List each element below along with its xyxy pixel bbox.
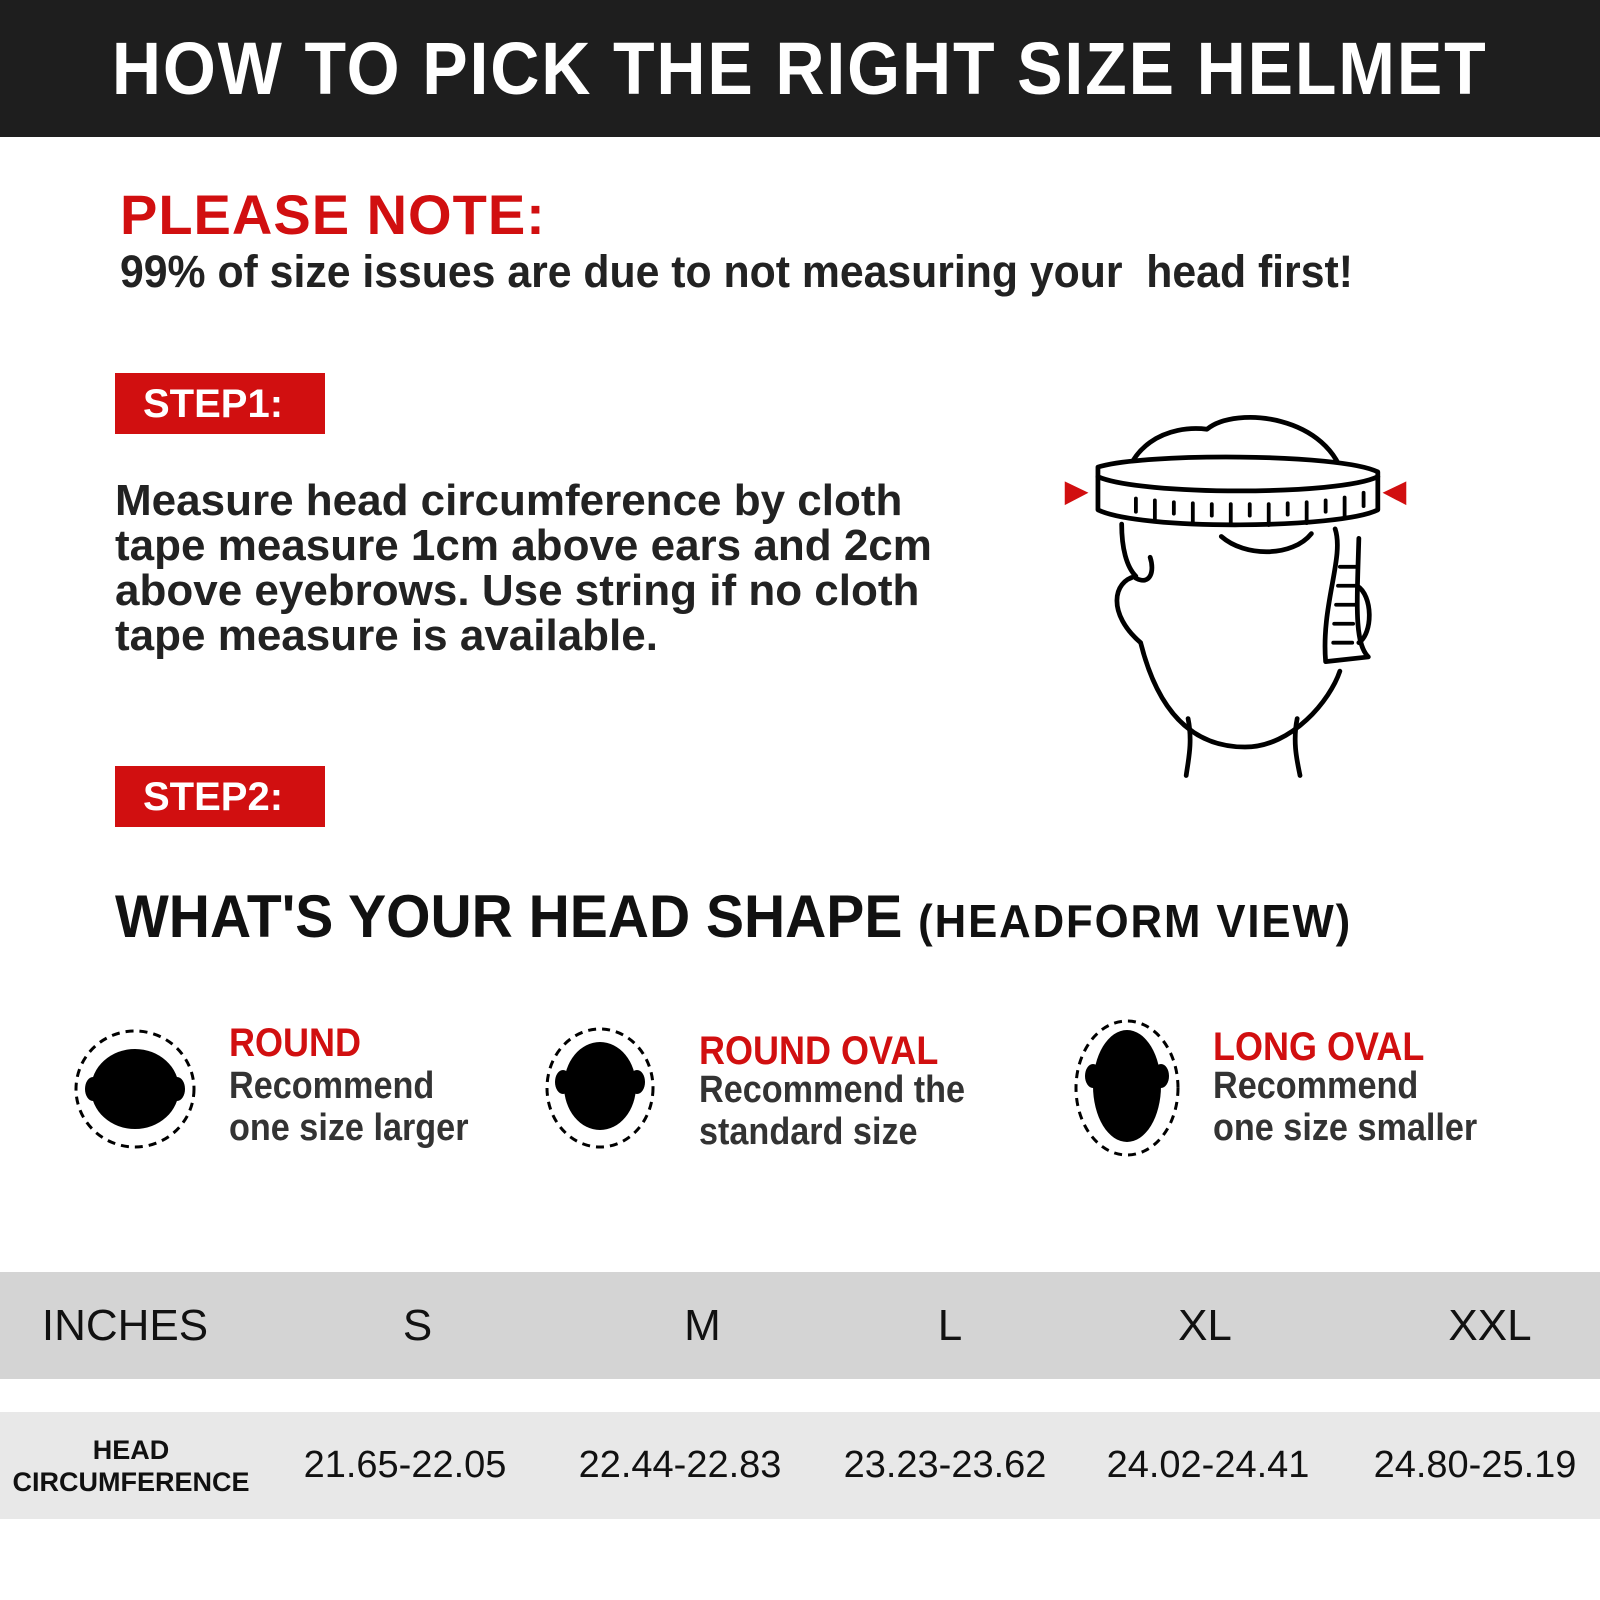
row-label-line: HEAD bbox=[92, 1434, 170, 1465]
shape-recommendation: Recommend the standard size bbox=[699, 1069, 965, 1153]
shape-name: LONG OVAL bbox=[1213, 1025, 1425, 1069]
step1-badge: STEP1: bbox=[115, 373, 325, 434]
recommendation-line: one size larger bbox=[229, 1107, 469, 1149]
size-table-row: HEAD CIRCUMFERENCE 21.65-22.05 22.44-22.8… bbox=[0, 1412, 1600, 1519]
recommendation-line: one size smaller bbox=[1213, 1107, 1478, 1149]
size-value: 24.80-25.19 bbox=[1373, 1444, 1577, 1486]
recommendation-line: Recommend bbox=[1213, 1065, 1419, 1107]
shape-name: ROUND OVAL bbox=[699, 1029, 939, 1073]
round-oval-head-icon bbox=[545, 1027, 655, 1149]
head-shape-subtitle: (HEADFORM VIEW) bbox=[918, 895, 1353, 947]
title-banner: HOW TO PICK THE RIGHT SIZE HELMET bbox=[0, 0, 1600, 137]
shape-recommendation: Recommend one size smaller bbox=[1213, 1065, 1477, 1149]
arrow-right-icon bbox=[1064, 481, 1089, 506]
size-value: 24.02-24.41 bbox=[1106, 1444, 1310, 1486]
header-cell: INCHES bbox=[41, 1300, 209, 1350]
row-label-line: CIRCUMFERENCE bbox=[12, 1466, 250, 1497]
header-cell: XXL bbox=[1448, 1300, 1532, 1350]
note-heading: PLEASE NOTE: bbox=[120, 183, 546, 246]
row-label: HEAD CIRCUMFERENCE bbox=[0, 1412, 262, 1519]
recommendation-line: standard size bbox=[699, 1111, 918, 1153]
size-value: 22.44-22.83 bbox=[578, 1444, 782, 1486]
size-value: 23.23-23.62 bbox=[843, 1444, 1047, 1486]
step2-badge: STEP2: bbox=[115, 766, 325, 827]
recommendation-line: Recommend the bbox=[699, 1069, 966, 1111]
long-oval-head-icon bbox=[1074, 1019, 1180, 1157]
shape-recommendation: Recommend one size larger bbox=[229, 1065, 469, 1149]
size-table-header: INCHES S M L XL XXL bbox=[0, 1272, 1600, 1379]
header-cell: S bbox=[402, 1300, 433, 1350]
round-head-icon bbox=[74, 1029, 196, 1149]
head-measuring-illustration bbox=[1064, 415, 1407, 778]
page-title: HOW TO PICK THE RIGHT SIZE HELMET bbox=[112, 27, 1488, 110]
head-shape-heading: WHAT'S YOUR HEAD SHAPE (HEADFORM VIEW) bbox=[115, 882, 1352, 951]
size-value: 21.65-22.05 bbox=[303, 1444, 507, 1486]
shape-name: ROUND bbox=[229, 1021, 362, 1065]
note-text: 99% of size issues are due to not measur… bbox=[120, 246, 1353, 297]
step1-instructions: Measure head circumference by cloth tape… bbox=[115, 476, 932, 660]
header-cell: M bbox=[684, 1300, 721, 1350]
header-cell: L bbox=[937, 1300, 963, 1350]
arrow-left-icon bbox=[1382, 481, 1407, 506]
recommendation-line: Recommend bbox=[229, 1065, 435, 1107]
header-cell: XL bbox=[1178, 1300, 1232, 1350]
head-shape-title: WHAT'S YOUR HEAD SHAPE bbox=[115, 883, 903, 950]
